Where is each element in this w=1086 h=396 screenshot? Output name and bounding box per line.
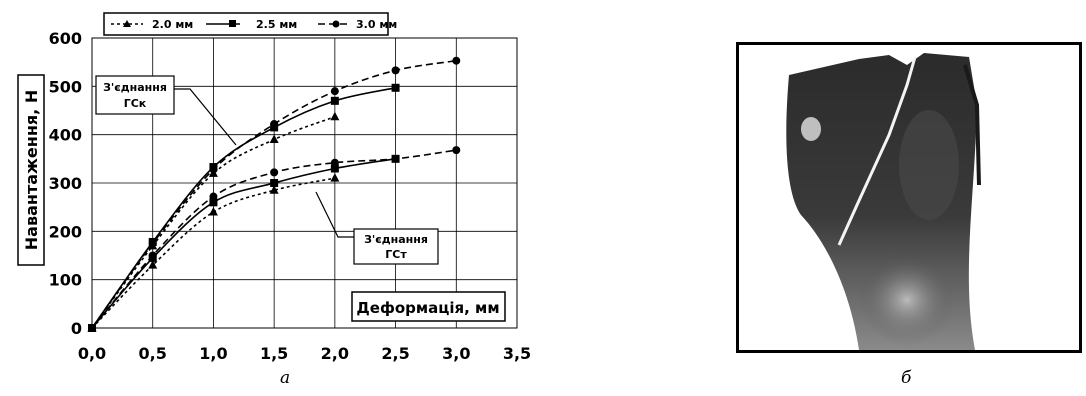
x-tick-label: 2,5 [381, 344, 409, 363]
data-point [391, 66, 400, 75]
y-tick-label: 300 [49, 174, 82, 193]
y-tick-label: 600 [49, 29, 82, 48]
legend-label-2: 2.5 мм [256, 18, 297, 31]
series-line-5 [91, 158, 396, 329]
data-point [330, 87, 339, 96]
data-point [452, 146, 461, 155]
data-point [330, 173, 340, 182]
data-point [452, 56, 461, 65]
specimen-photo [736, 42, 1082, 353]
x-tick-label: 2,0 [321, 344, 349, 363]
y-tick-label: 200 [49, 222, 82, 241]
annotation-gsk-line1: З'єднання [103, 81, 167, 94]
series-line-2 [91, 87, 396, 329]
data-point [209, 198, 218, 207]
annotation-gsk-line2: ГСк [124, 97, 147, 110]
x-axis-label-box: Деформація, мм [351, 291, 506, 322]
x-tick-label: 1,5 [260, 344, 288, 363]
annotation-gsk: З'єднання ГСк [95, 75, 237, 146]
annotation-gst: З'єднання ГСт [315, 191, 439, 265]
caption-right: б [901, 368, 912, 388]
data-point [270, 168, 279, 177]
y-tick-label: 100 [49, 271, 82, 290]
data-point [330, 164, 339, 173]
plot-area-frame [91, 37, 518, 329]
legend-label-3: 3.0 мм [356, 18, 397, 31]
data-point [391, 83, 400, 92]
y-axis-label-box: Навантаження, Н [17, 74, 45, 266]
x-tick-label: 3,0 [442, 344, 470, 363]
x-tick-label: 1,0 [199, 344, 227, 363]
y-tick-label: 0 [71, 319, 82, 338]
data-point [330, 96, 339, 105]
series-line-3 [91, 59, 457, 329]
y-tick-label: 500 [49, 77, 82, 96]
annotation-gst-line2: ГСт [385, 248, 407, 261]
data-point [270, 120, 279, 129]
data-point [209, 192, 218, 201]
data-point [148, 251, 157, 260]
data-point [330, 158, 339, 167]
series-lines [87, 56, 461, 332]
data-point [270, 179, 279, 187]
x-tick-label: 3,5 [503, 344, 531, 363]
legend-label-1: 2.0 мм [152, 18, 193, 31]
data-point [209, 165, 218, 174]
data-point [148, 260, 158, 269]
annotation-gst-line1: З'єднання [364, 233, 428, 246]
x-tick-label: 0,0 [78, 344, 106, 363]
y-axis-label: Навантаження, Н [22, 90, 41, 250]
data-point [148, 239, 157, 248]
data-point [269, 134, 279, 143]
data-point [330, 111, 340, 121]
tick-labels: 0 100 200 300 400 500 600 0,0 0,5 1,0 1,5 2,0 2,5 3,0… [49, 29, 532, 363]
y-tick-label: 400 [49, 126, 82, 145]
data-point [391, 154, 400, 163]
x-axis-label: Деформація, мм [356, 299, 499, 317]
legend: 2.0 мм 2.5 мм 3.0 мм [103, 12, 397, 36]
caption-left: а [280, 368, 291, 388]
data-point [269, 185, 279, 194]
data-point [208, 207, 218, 216]
x-tick-label: 0,5 [139, 344, 167, 363]
data-point [88, 324, 96, 332]
